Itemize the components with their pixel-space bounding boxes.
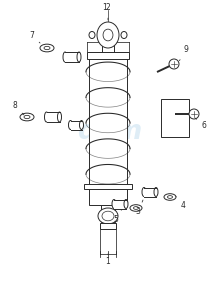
Ellipse shape	[154, 188, 158, 196]
Ellipse shape	[89, 32, 95, 38]
Ellipse shape	[63, 52, 67, 62]
Text: 8: 8	[13, 101, 24, 115]
Bar	[100, 223, 116, 229]
Ellipse shape	[164, 194, 176, 200]
Ellipse shape	[77, 52, 81, 62]
Ellipse shape	[45, 112, 48, 122]
Bar	[89, 52, 127, 205]
Bar	[161, 99, 189, 137]
Ellipse shape	[112, 200, 116, 208]
Circle shape	[189, 109, 199, 119]
Text: 1: 1	[106, 254, 110, 266]
Bar	[70, 121, 81, 130]
Text: 3: 3	[136, 200, 143, 217]
Text: 9: 9	[180, 46, 188, 61]
Bar	[114, 200, 126, 208]
Circle shape	[169, 59, 179, 69]
Ellipse shape	[142, 188, 146, 196]
Bar	[144, 188, 156, 196]
Bar	[84, 184, 132, 189]
Text: 7: 7	[30, 31, 40, 43]
Ellipse shape	[124, 200, 128, 208]
Bar	[65, 52, 79, 62]
Ellipse shape	[130, 205, 142, 211]
Bar	[102, 44, 114, 52]
Text: dbm: dbm	[77, 119, 143, 145]
Bar	[87, 52, 129, 59]
Ellipse shape	[97, 22, 119, 48]
Text: 6: 6	[195, 118, 206, 130]
Text: 1: 1	[103, 4, 107, 13]
Ellipse shape	[98, 208, 118, 224]
Ellipse shape	[58, 112, 62, 122]
Ellipse shape	[80, 121, 83, 130]
Ellipse shape	[121, 32, 127, 38]
Ellipse shape	[40, 44, 54, 52]
Bar	[47, 112, 60, 122]
Ellipse shape	[68, 121, 72, 130]
Text: 5: 5	[114, 209, 122, 224]
Bar	[101, 205, 115, 222]
Text: 2: 2	[106, 4, 110, 20]
Text: 4: 4	[176, 196, 186, 209]
Ellipse shape	[20, 113, 34, 121]
